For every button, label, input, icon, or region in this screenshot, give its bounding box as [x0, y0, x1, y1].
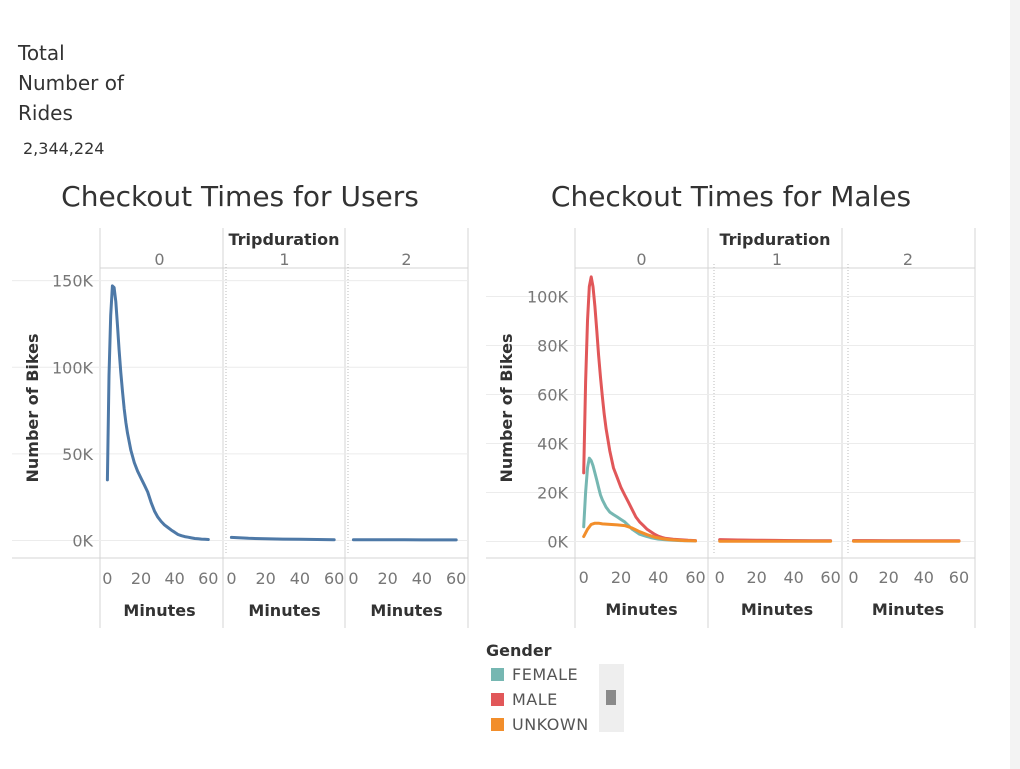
- y-tick-label: 80K: [537, 337, 568, 356]
- column-header: Tripduration: [719, 230, 830, 249]
- x-tick-label: 40: [290, 569, 310, 588]
- legend-item-unkown[interactable]: UNKOWN: [486, 712, 636, 737]
- legend-title: Gender: [486, 641, 552, 660]
- x-tick-label: 0: [579, 568, 589, 587]
- series-line-total-panel-0: [105, 284, 210, 541]
- x-tick-label: 40: [164, 569, 184, 588]
- series-line-male-panel-0: [582, 275, 697, 543]
- legend-label-male: MALE: [512, 690, 558, 709]
- kpi-value: 2,344,224: [23, 139, 105, 158]
- x-tick-label: 0: [715, 568, 725, 587]
- x-tick-label: 20: [611, 568, 631, 587]
- x-tick-label: 40: [914, 568, 934, 587]
- legend-scrollbar-thumb[interactable]: [606, 690, 616, 705]
- chart-title-males: Checkout Times for Males: [550, 180, 912, 213]
- gender-legend: Gender FEMALE MALE UNKOWN: [486, 640, 636, 737]
- x-tick-label: 0: [226, 569, 236, 588]
- y-axis-title: Number of Bikes: [497, 333, 516, 482]
- x-tick-label: 20: [746, 568, 766, 587]
- y-tick-label: 20K: [537, 484, 568, 503]
- y-tick-label: 100K: [527, 288, 569, 307]
- series-line-unkown-panel-0: [582, 521, 697, 543]
- x-tick-label: 20: [878, 568, 898, 587]
- y-tick-label: 0K: [72, 532, 93, 551]
- legend-item-female[interactable]: FEMALE: [486, 662, 636, 687]
- x-tick-label: 0: [102, 569, 112, 588]
- x-axis-title: Minutes: [248, 601, 320, 620]
- x-tick-label: 60: [685, 568, 705, 587]
- x-tick-label: 40: [648, 568, 668, 587]
- x-tick-label: 60: [324, 569, 344, 588]
- legend-scrollbar[interactable]: [599, 664, 624, 732]
- x-axis-title: Minutes: [605, 600, 677, 619]
- legend-label-female: FEMALE: [512, 665, 579, 684]
- y-tick-label: 60K: [537, 386, 568, 405]
- users-chart: Tripduration 0 1 2 0K 50K 100K 150K Number of Bi…: [12, 228, 469, 628]
- panel-header-1: 1: [772, 250, 782, 269]
- x-tick-label: 60: [446, 569, 466, 588]
- x-tick-label: 60: [198, 569, 218, 588]
- x-axis-title: Minutes: [741, 600, 813, 619]
- right-edge-strip: [1010, 0, 1020, 769]
- x-tick-label: 20: [131, 569, 151, 588]
- y-tick-label: 150K: [52, 272, 94, 291]
- panel-header-2: 2: [903, 250, 913, 269]
- panel-header-2: 2: [401, 250, 411, 269]
- y-tick-label: 0K: [547, 533, 568, 552]
- x-tick-label: 0: [848, 568, 858, 587]
- series-line-total-panel-1: [229, 535, 336, 542]
- x-tick-label: 40: [783, 568, 803, 587]
- y-axis-title: Number of Bikes: [23, 333, 42, 482]
- kpi-title: Total Number of Rides: [18, 41, 124, 125]
- chart-title-users: Checkout Times for Users: [61, 180, 419, 213]
- series-line-female-panel-0: [582, 456, 697, 543]
- x-tick-label: 40: [412, 569, 432, 588]
- legend-item-male[interactable]: MALE: [486, 687, 636, 712]
- legend-swatch-unkown: [491, 718, 504, 731]
- x-tick-label: 20: [377, 569, 397, 588]
- legend-swatch-male: [491, 693, 504, 706]
- panel-header-0: 0: [154, 250, 164, 269]
- y-tick-label: 50K: [62, 445, 93, 464]
- column-header: Tripduration: [228, 230, 339, 249]
- panel-header-0: 0: [636, 250, 646, 269]
- x-tick-label: 0: [348, 569, 358, 588]
- x-axis-title: Minutes: [123, 601, 195, 620]
- y-tick-label: 100K: [52, 358, 94, 377]
- x-tick-label: 60: [820, 568, 840, 587]
- panel-header-1: 1: [279, 250, 289, 269]
- legend-swatch-female: [491, 668, 504, 681]
- x-axis-title: Minutes: [872, 600, 944, 619]
- legend-label-unkown: UNKOWN: [512, 715, 589, 734]
- x-tick-label: 60: [949, 568, 969, 587]
- x-tick-label: 20: [255, 569, 275, 588]
- y-tick-label: 40K: [537, 435, 568, 454]
- x-axis-title: Minutes: [370, 601, 442, 620]
